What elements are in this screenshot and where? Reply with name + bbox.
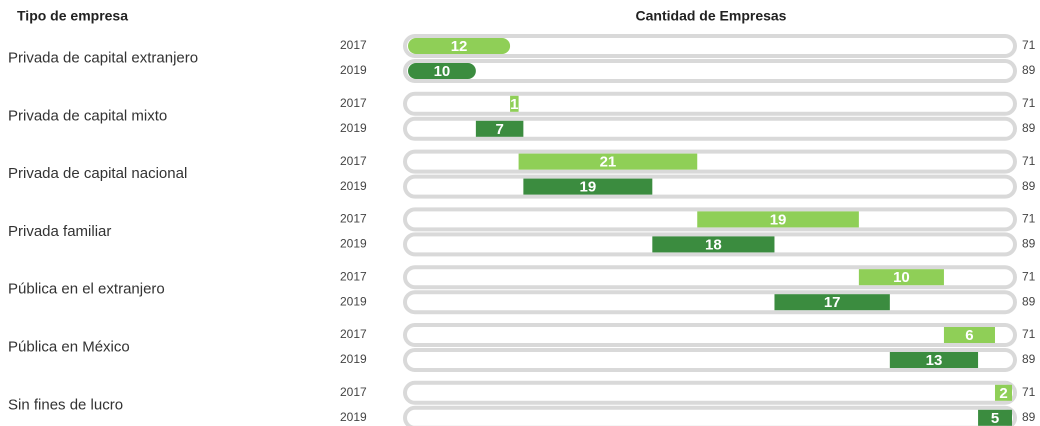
track <box>403 59 1017 83</box>
bar <box>523 178 653 195</box>
series-label: 2017 <box>340 212 367 226</box>
track <box>403 34 1017 58</box>
track <box>403 348 1017 372</box>
total-label: 89 <box>1022 410 1036 424</box>
series-label: 2017 <box>340 385 367 399</box>
track <box>403 323 1017 347</box>
bar <box>889 352 979 368</box>
bar <box>408 63 476 79</box>
total-label: 89 <box>1022 352 1036 366</box>
value-label: 13 <box>926 352 943 369</box>
bar <box>858 269 944 286</box>
bar <box>475 120 524 137</box>
series-label: 2019 <box>340 410 367 424</box>
bar <box>943 327 995 343</box>
bar <box>518 153 698 170</box>
series-label: 2019 <box>340 121 367 135</box>
bar <box>774 294 890 311</box>
bar <box>978 409 1012 426</box>
category-label: Privada familiar <box>8 223 111 240</box>
category-label: Pública en el extranjero <box>8 281 165 298</box>
total-label: 71 <box>1022 327 1036 341</box>
total-label: 89 <box>1022 237 1036 251</box>
value-label: 19 <box>579 179 596 196</box>
value-label: 10 <box>434 63 451 80</box>
track <box>403 380 1017 405</box>
total-label: 71 <box>1022 154 1036 168</box>
bar <box>652 236 775 253</box>
category-label: Privada de capital mixto <box>8 107 167 124</box>
series-label: 2017 <box>340 154 367 168</box>
series-label: 2019 <box>340 63 367 77</box>
track <box>403 116 1017 141</box>
value-label: 18 <box>705 236 722 253</box>
total-label: 89 <box>1022 63 1036 77</box>
series-label: 2017 <box>340 269 367 283</box>
total-label: 89 <box>1022 179 1036 193</box>
series-label: 2019 <box>340 352 367 366</box>
category-label: Privada de capital extranjero <box>8 49 198 66</box>
series-label: 2017 <box>340 38 367 52</box>
category-label: Sin fines de lucro <box>8 396 123 413</box>
track <box>403 91 1017 116</box>
bar <box>994 384 1012 401</box>
value-label: 1 <box>510 96 518 113</box>
category-label: Pública en México <box>8 338 130 355</box>
series-label: 2019 <box>340 237 367 251</box>
bar <box>408 38 511 54</box>
category-axis-title: Tipo de empresa <box>17 8 128 24</box>
track <box>403 149 1017 174</box>
series-label: 2019 <box>340 294 367 308</box>
total-label: 71 <box>1022 212 1036 226</box>
value-label: 2 <box>999 385 1007 402</box>
series-label: 2017 <box>340 96 367 110</box>
category-label: Privada de capital nacional <box>8 165 187 182</box>
total-label: 71 <box>1022 385 1036 399</box>
total-label: 71 <box>1022 38 1036 52</box>
track <box>403 405 1017 426</box>
value-label: 6 <box>965 327 973 344</box>
track <box>403 290 1017 315</box>
value-label: 10 <box>893 269 910 286</box>
value-label: 17 <box>824 294 841 311</box>
track <box>403 174 1017 199</box>
value-label: 19 <box>770 211 787 228</box>
value-label: 12 <box>451 38 468 55</box>
total-label: 89 <box>1022 121 1036 135</box>
value-label: 21 <box>600 154 617 171</box>
total-label: 71 <box>1022 269 1036 283</box>
series-label: 2017 <box>340 327 367 341</box>
value-label: 5 <box>991 410 999 426</box>
bar <box>697 211 859 228</box>
series-label: 2019 <box>340 179 367 193</box>
value-label: 7 <box>495 121 503 138</box>
bar <box>510 95 519 112</box>
total-label: 71 <box>1022 96 1036 110</box>
total-label: 89 <box>1022 294 1036 308</box>
chart-title: Cantidad de Empresas <box>636 8 787 24</box>
